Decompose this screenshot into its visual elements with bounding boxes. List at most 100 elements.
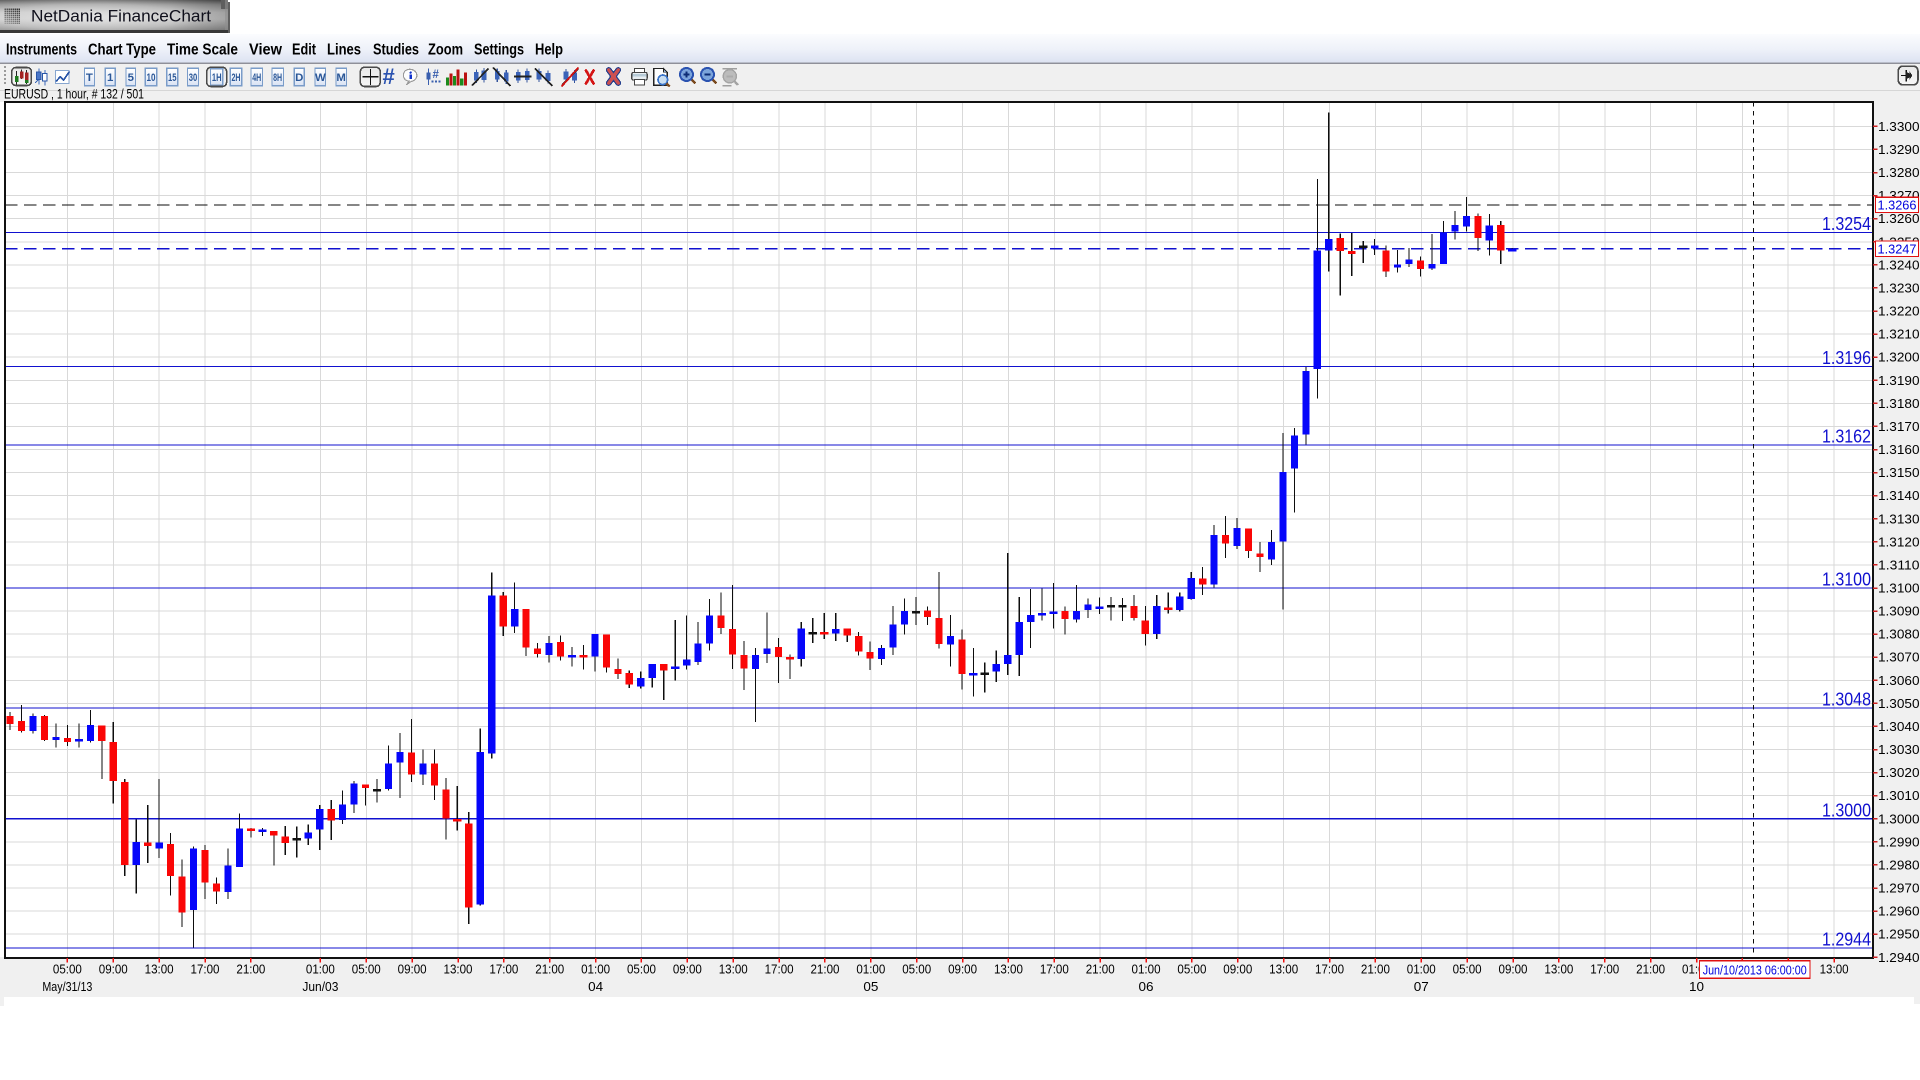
svg-text:1.3040: 1.3040 [1878,720,1920,734]
svg-text:21:00: 21:00 [236,962,265,977]
svg-text:1.3190: 1.3190 [1878,374,1920,388]
svg-text:View: View [249,42,283,59]
svg-text:01:00: 01:00 [1407,962,1436,977]
svg-text:1.3210: 1.3210 [1878,328,1920,342]
svg-text:05: 05 [863,979,878,994]
svg-text:1.3130: 1.3130 [1878,512,1920,526]
svg-text:1.3080: 1.3080 [1878,628,1920,642]
svg-text:Edit: Edit [292,42,316,59]
svg-text:21:00: 21:00 [1636,962,1665,977]
svg-text:1.3160: 1.3160 [1878,443,1920,457]
svg-text:09:00: 09:00 [99,962,128,977]
svg-text:1.3180: 1.3180 [1878,397,1920,411]
svg-text:4H: 4H [252,72,261,84]
svg-text:13:00: 13:00 [145,962,174,977]
svg-text:17:00: 17:00 [1040,962,1069,977]
svg-text:1.3090: 1.3090 [1878,605,1920,619]
svg-text:13:00: 13:00 [1269,962,1298,977]
svg-text:M: M [336,72,346,84]
svg-text:13:00: 13:00 [1544,962,1573,977]
svg-text:09:00: 09:00 [1223,962,1252,977]
svg-text:1: 1 [107,72,114,84]
svg-text:W: W [315,72,326,84]
svg-text:05:00: 05:00 [1453,962,1482,977]
svg-text:1.3240: 1.3240 [1878,258,1920,272]
svg-text:1.3162: 1.3162 [1822,426,1871,446]
svg-text:05:00: 05:00 [1177,962,1206,977]
svg-text:21:00: 21:00 [1086,962,1115,977]
svg-text:1.3048: 1.3048 [1822,690,1871,710]
svg-text:10: 10 [1689,979,1704,994]
svg-text:1H: 1H [212,72,222,84]
svg-text:21:00: 21:00 [810,962,839,977]
svg-text:17:00: 17:00 [1590,962,1619,977]
svg-text:Instruments: Instruments [6,42,77,59]
svg-text:1.3290: 1.3290 [1878,143,1920,157]
svg-text:06: 06 [1139,979,1154,994]
svg-text:1.3000: 1.3000 [1878,812,1920,826]
svg-text:1.3030: 1.3030 [1878,743,1920,757]
svg-text:1.3170: 1.3170 [1878,420,1920,434]
svg-text:17:00: 17:00 [1315,962,1344,977]
svg-text:1.3060: 1.3060 [1878,674,1920,688]
svg-text:1.2950: 1.2950 [1878,928,1920,942]
svg-text:1.3010: 1.3010 [1878,789,1920,803]
svg-text:1.3220: 1.3220 [1878,305,1920,319]
svg-text:1.3247: 1.3247 [1878,241,1917,256]
svg-text:01:00: 01:00 [581,962,610,977]
svg-text:Jun/10/2013 06:00:00: Jun/10/2013 06:00:00 [1703,962,1807,977]
svg-text:07: 07 [1414,979,1429,994]
svg-text:2H: 2H [231,72,240,84]
svg-text:13:00: 13:00 [1820,962,1849,977]
svg-text:1.2960: 1.2960 [1878,905,1920,919]
svg-text:1.3050: 1.3050 [1878,697,1920,711]
svg-text:04: 04 [588,979,603,994]
svg-text:1.3230: 1.3230 [1878,281,1920,295]
svg-text:5: 5 [128,72,135,84]
svg-text:1.3260: 1.3260 [1878,212,1920,226]
svg-text:1.3200: 1.3200 [1878,351,1920,365]
svg-text:01:00: 01:00 [1132,962,1161,977]
svg-text:May/31/13: May/31/13 [42,979,92,994]
svg-text:1.3100: 1.3100 [1822,570,1871,590]
svg-text:21:00: 21:00 [535,962,564,977]
svg-text:05:00: 05:00 [902,962,931,977]
svg-text:#: # [433,69,440,81]
svg-text:17:00: 17:00 [765,962,794,977]
svg-text:Time Scale: Time Scale [167,42,238,59]
svg-text:Zoom: Zoom [428,42,463,59]
svg-text:1.2990: 1.2990 [1878,835,1920,849]
svg-text:05:00: 05:00 [352,962,381,977]
svg-text:09:00: 09:00 [673,962,702,977]
svg-text:Studies: Studies [373,42,419,59]
svg-text:13:00: 13:00 [994,962,1023,977]
svg-text:1.2944: 1.2944 [1822,930,1871,950]
svg-text:1.2980: 1.2980 [1878,858,1920,872]
svg-text:EURUSD , 1 hour, # 132 / 501: EURUSD , 1 hour, # 132 / 501 [4,87,144,102]
svg-text:8H: 8H [273,72,282,84]
svg-text:09:00: 09:00 [1499,962,1528,977]
svg-text:#: # [383,64,395,89]
svg-text:09:00: 09:00 [398,962,427,977]
svg-text:1.3110: 1.3110 [1878,558,1920,572]
svg-text:13:00: 13:00 [719,962,748,977]
svg-text:Chart Type: Chart Type [88,42,156,59]
svg-text:1.3020: 1.3020 [1878,766,1920,780]
svg-text:1.3070: 1.3070 [1878,651,1920,665]
svg-text:15: 15 [168,72,177,84]
svg-text:1.3280: 1.3280 [1878,166,1920,180]
svg-text:1.2970: 1.2970 [1878,882,1920,896]
svg-text:1.3300: 1.3300 [1878,120,1920,134]
svg-text:09:00: 09:00 [948,962,977,977]
svg-text:1.3000: 1.3000 [1822,800,1871,820]
svg-text:21:00: 21:00 [1361,962,1390,977]
svg-text:T: T [86,72,93,84]
svg-text:1.3120: 1.3120 [1878,535,1920,549]
svg-text:Settings: Settings [474,42,524,59]
svg-text:05:00: 05:00 [53,962,82,977]
svg-text:10: 10 [147,72,156,84]
svg-text:01:00: 01:00 [856,962,885,977]
svg-text:1.3254: 1.3254 [1822,214,1871,234]
svg-text:30: 30 [189,72,198,84]
svg-text:Lines: Lines [327,42,361,59]
